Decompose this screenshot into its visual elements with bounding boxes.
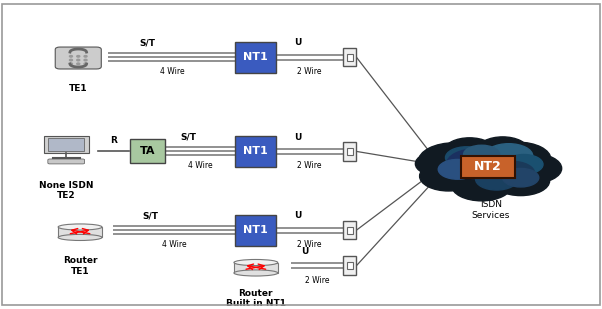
- Circle shape: [452, 170, 512, 201]
- FancyBboxPatch shape: [48, 138, 84, 151]
- Text: NT1: NT1: [243, 52, 268, 62]
- Text: None ISDN
TE2: None ISDN TE2: [39, 181, 93, 200]
- Circle shape: [447, 149, 504, 179]
- Text: U: U: [294, 211, 302, 220]
- Text: S/T: S/T: [142, 211, 158, 220]
- FancyBboxPatch shape: [461, 156, 515, 178]
- FancyBboxPatch shape: [55, 47, 101, 69]
- FancyBboxPatch shape: [235, 42, 276, 73]
- FancyBboxPatch shape: [43, 136, 89, 153]
- Text: U: U: [294, 133, 302, 142]
- Text: 4 Wire: 4 Wire: [188, 161, 213, 170]
- Circle shape: [418, 143, 491, 180]
- Text: 2 Wire: 2 Wire: [297, 240, 322, 249]
- Circle shape: [476, 168, 518, 190]
- Circle shape: [69, 56, 72, 57]
- FancyBboxPatch shape: [235, 215, 276, 246]
- Circle shape: [69, 63, 72, 65]
- Text: Router
Built in NT1: Router Built in NT1: [226, 289, 286, 308]
- Circle shape: [489, 161, 535, 185]
- Circle shape: [445, 147, 488, 168]
- Circle shape: [485, 144, 533, 168]
- Circle shape: [504, 154, 543, 174]
- Text: U: U: [294, 38, 302, 47]
- Circle shape: [444, 138, 495, 164]
- Circle shape: [438, 142, 537, 192]
- Circle shape: [84, 63, 87, 65]
- FancyBboxPatch shape: [130, 139, 165, 163]
- Circle shape: [77, 63, 79, 65]
- Text: Router
TE1: Router TE1: [63, 256, 98, 276]
- Text: R: R: [110, 136, 117, 145]
- FancyBboxPatch shape: [48, 159, 84, 164]
- Circle shape: [415, 151, 464, 176]
- FancyBboxPatch shape: [343, 142, 356, 161]
- Text: 2 Wire: 2 Wire: [305, 276, 329, 285]
- FancyBboxPatch shape: [347, 227, 353, 234]
- Circle shape: [77, 59, 79, 61]
- FancyBboxPatch shape: [234, 263, 278, 273]
- Text: 2 Wire: 2 Wire: [297, 67, 322, 76]
- Circle shape: [464, 145, 500, 164]
- Text: 4 Wire: 4 Wire: [162, 240, 187, 249]
- Text: NT2: NT2: [474, 160, 501, 173]
- Circle shape: [84, 59, 87, 61]
- Text: S/T: S/T: [181, 133, 196, 142]
- Ellipse shape: [58, 224, 102, 230]
- FancyBboxPatch shape: [347, 54, 353, 61]
- FancyBboxPatch shape: [343, 48, 356, 66]
- FancyBboxPatch shape: [347, 148, 353, 155]
- Circle shape: [69, 59, 72, 61]
- Ellipse shape: [58, 235, 102, 240]
- Circle shape: [438, 159, 477, 179]
- Text: 4 Wire: 4 Wire: [160, 67, 184, 76]
- Text: 2 Wire: 2 Wire: [297, 161, 322, 170]
- FancyBboxPatch shape: [58, 227, 102, 237]
- Circle shape: [503, 168, 539, 187]
- Circle shape: [477, 137, 528, 163]
- Text: TE1: TE1: [69, 84, 87, 93]
- Circle shape: [84, 56, 87, 57]
- Ellipse shape: [234, 270, 278, 276]
- FancyBboxPatch shape: [343, 221, 356, 239]
- FancyBboxPatch shape: [235, 136, 276, 167]
- Circle shape: [504, 154, 562, 183]
- FancyBboxPatch shape: [347, 262, 353, 269]
- Text: TA: TA: [140, 146, 155, 156]
- Circle shape: [492, 166, 550, 196]
- Text: U: U: [301, 247, 309, 256]
- Text: S/T: S/T: [140, 38, 156, 47]
- Circle shape: [77, 56, 79, 57]
- Circle shape: [485, 142, 551, 176]
- Text: NT1: NT1: [243, 225, 268, 235]
- Circle shape: [420, 161, 477, 191]
- Ellipse shape: [234, 260, 278, 265]
- Text: NT1: NT1: [243, 146, 268, 156]
- FancyBboxPatch shape: [343, 256, 356, 275]
- Text: ISDN
Services: ISDN Services: [471, 200, 510, 220]
